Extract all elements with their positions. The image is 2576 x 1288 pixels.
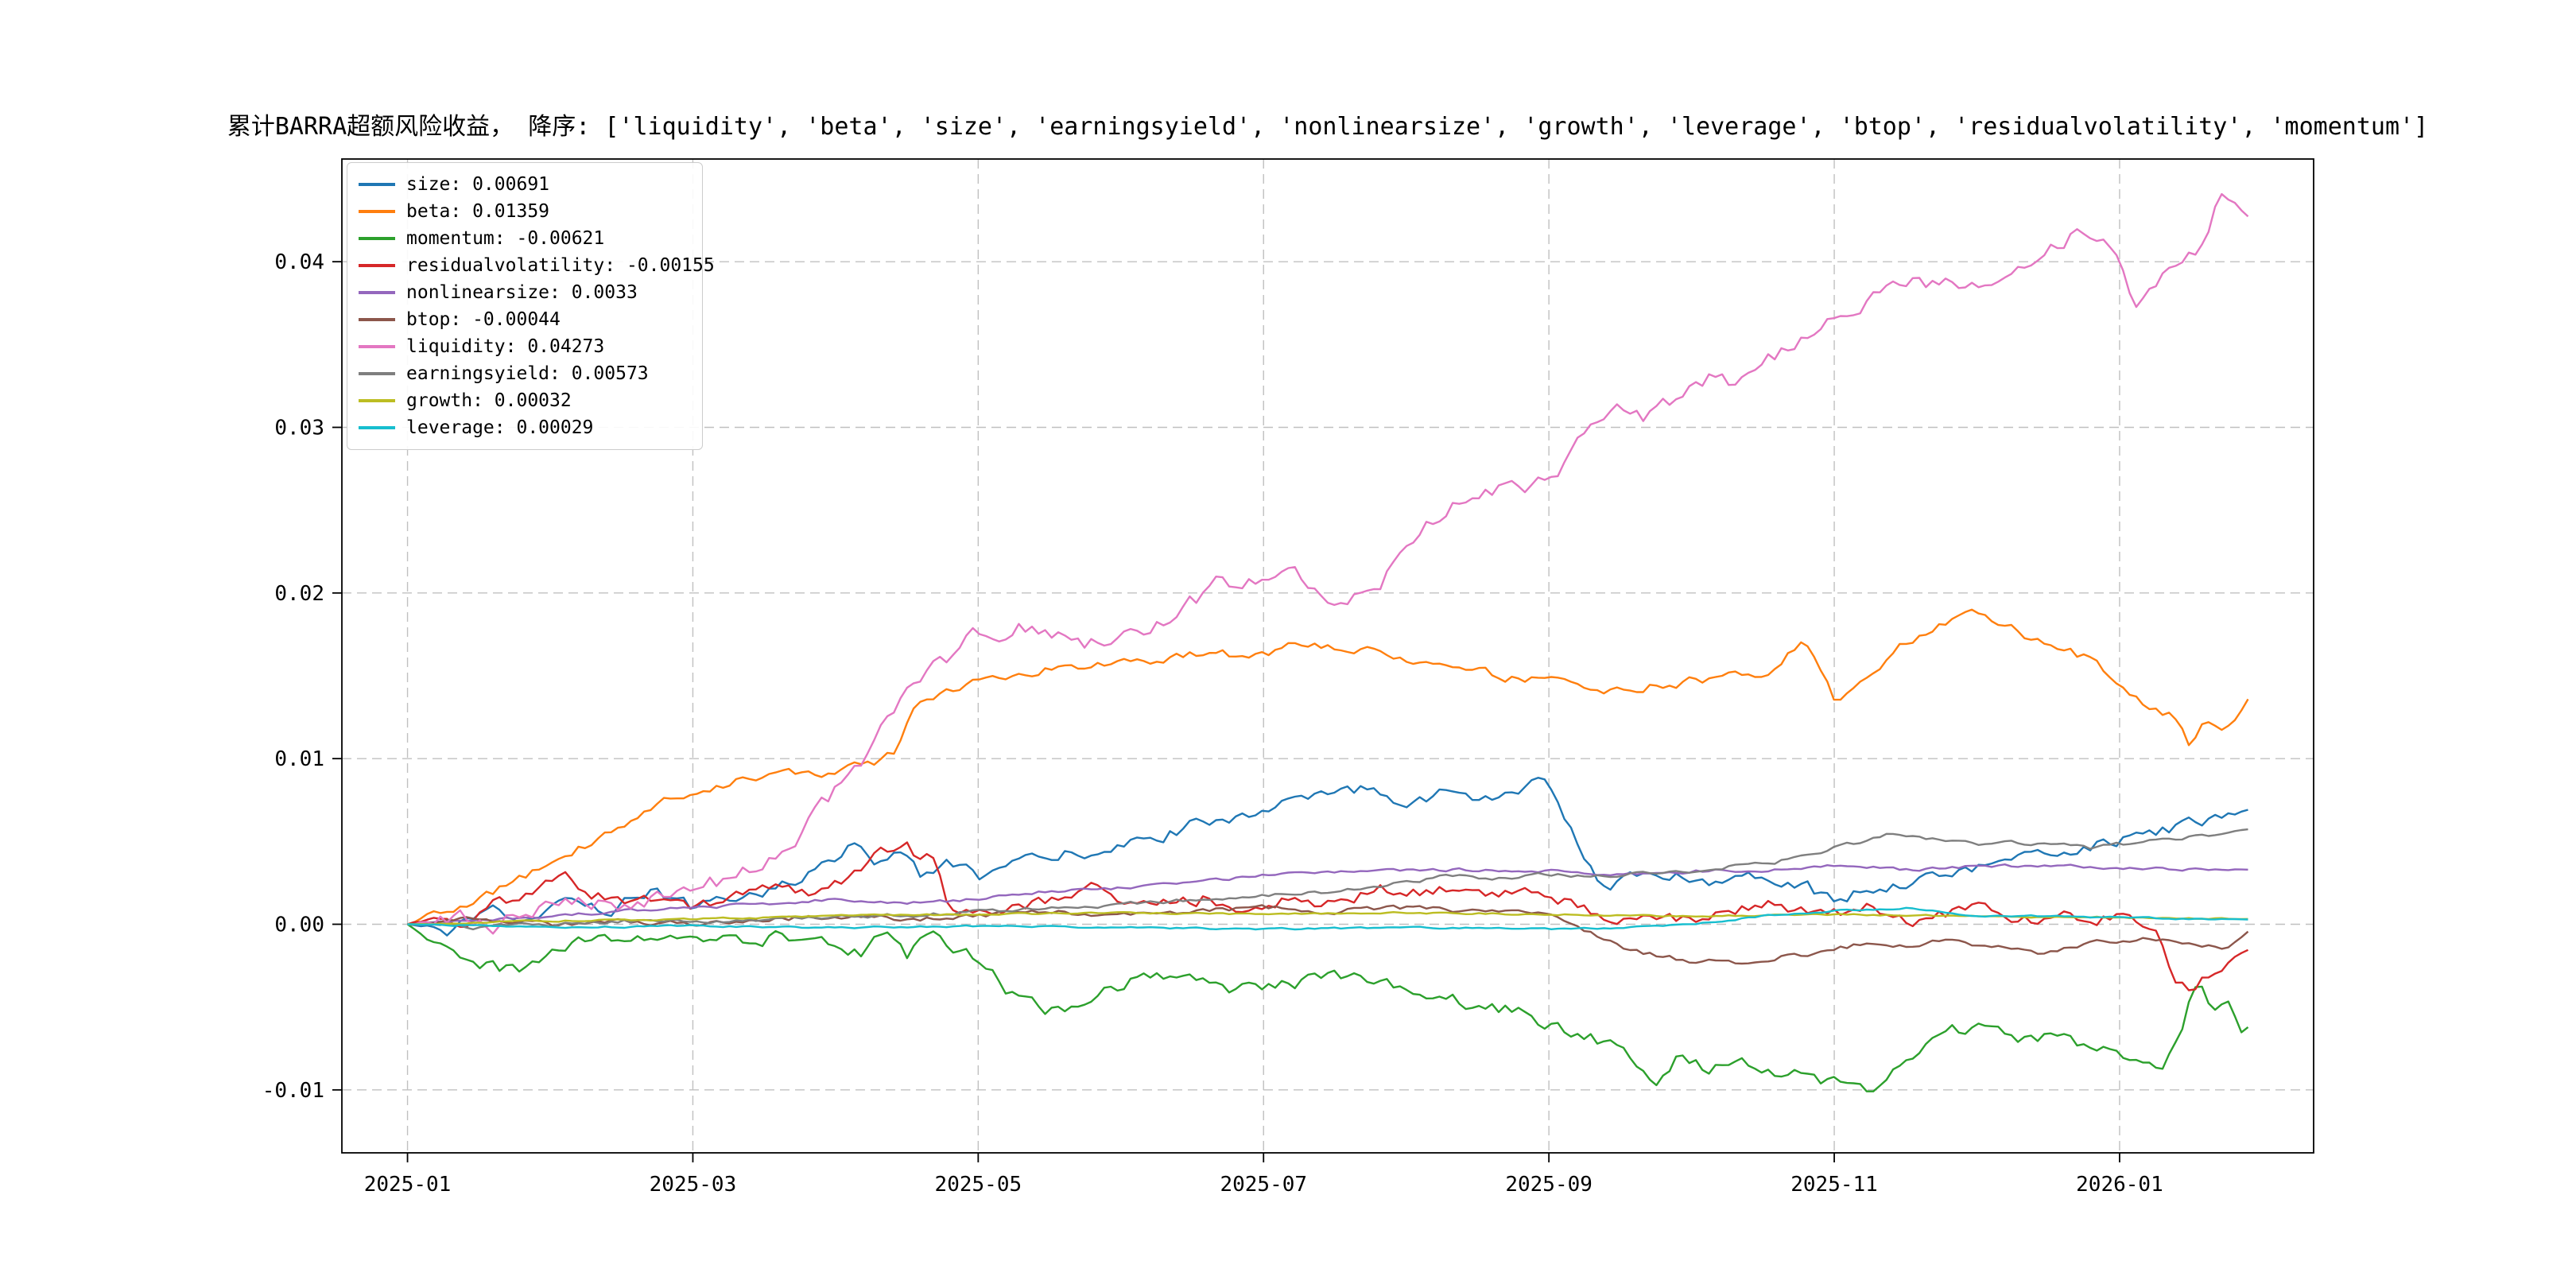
series-line-residualvolatility [407,841,2249,991]
series-line-size [407,777,2248,937]
legend-entry-growth: growth: 0.00032 [359,387,691,414]
y-tick-label: 0.00 [274,914,324,937]
axes-frame [341,158,2314,1154]
chart-title: 累计BARRA超额风险收益， 降序: ['liquidity', 'beta',… [227,113,2429,141]
legend-label: momentum: -0.00621 [406,228,605,249]
legend-label: nonlinearsize: 0.0033 [406,282,638,303]
y-tick-label: 0.04 [274,250,324,274]
y-tick-label: 0.03 [274,417,324,440]
series-line-growth [407,911,2248,925]
legend-label: liquidity: 0.04273 [406,336,605,357]
legend-entry-leverage: leverage: 0.00029 [359,414,691,441]
x-tick-label: 2025-01 [364,1173,452,1197]
series-line-nonlinearsize [407,863,2248,925]
legend-entry-nonlinearsize: nonlinearsize: 0.0033 [359,279,691,306]
legend-entry-liquidity: liquidity: 0.04273 [359,333,691,360]
legend-entry-size: size: 0.00691 [359,171,691,198]
legend-label: residualvolatility: -0.00155 [406,255,715,276]
legend-swatch [359,291,395,294]
legend: size: 0.00691 beta: 0.01359 momentum: -0… [347,162,715,450]
legend-swatch [359,372,395,375]
y-tick-label: -0.01 [262,1079,324,1103]
legend-swatch [359,399,395,402]
series-line-momentum [406,923,2249,1092]
x-tick-label: 2025-07 [1220,1173,1307,1197]
x-tick-label: 2025-05 [935,1173,1022,1197]
legend-swatch [359,345,395,348]
x-tick-label: 2025-03 [650,1173,737,1197]
legend-swatch [359,264,395,267]
legend-label: btop: -0.00044 [406,309,561,330]
legend-swatch [359,426,395,429]
x-tick-label: 2025-11 [1790,1173,1878,1197]
legend-entry-residualvolatility: residualvolatility: -0.00155 [359,252,715,279]
y-tick-label: 0.02 [274,582,324,606]
series-line-leverage [407,906,2248,931]
legend-label: beta: 0.01359 [406,201,550,222]
legend-label: size: 0.00691 [406,174,550,195]
legend-entry-beta: beta: 0.01359 [359,198,691,225]
series-line-liquidity [407,192,2249,935]
legend-swatch [359,237,395,240]
legend-entry-btop: btop: -0.00044 [359,306,691,333]
x-tick-label: 2025-09 [1505,1173,1593,1197]
legend-swatch [359,318,395,321]
series-line-beta [407,608,2249,925]
legend-entry-earningsyield: earningsyield: 0.00573 [359,360,691,387]
legend-entry-momentum: momentum: -0.00621 [359,225,691,252]
legend-swatch [359,210,395,213]
legend-label: leverage: 0.00029 [406,417,594,438]
legend-swatch [359,183,395,186]
y-tick-label: 0.01 [274,747,324,771]
legend-label: earningsyield: 0.00573 [406,363,649,384]
series-line-earningsyield [407,828,2248,931]
legend-label: growth: 0.00032 [406,390,572,411]
x-tick-label: 2026-01 [2076,1173,2163,1197]
